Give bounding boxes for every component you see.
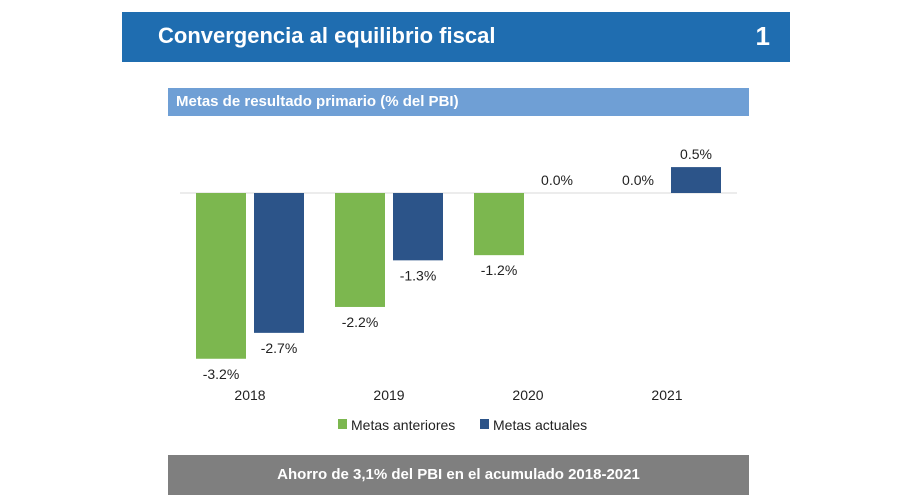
data-label: -1.2% [481, 262, 518, 278]
x-tick-label: 2019 [373, 387, 404, 403]
bar-metas-actuales-2018 [254, 193, 304, 333]
x-tick-label: 2018 [234, 387, 265, 403]
header-bar: Convergencia al equilibrio fiscal 1 [122, 12, 790, 62]
data-label: 0.0% [541, 172, 573, 188]
data-label: -3.2% [203, 366, 240, 382]
bar-metas-anteriores-2020 [474, 193, 524, 256]
bar-metas-anteriores-2019 [335, 193, 385, 307]
bar-metas-actuales-2021 [671, 167, 721, 193]
data-label: -2.7% [261, 340, 298, 356]
legend-swatch [338, 419, 347, 429]
bar-metas-anteriores-2018 [196, 193, 246, 359]
data-label: -1.3% [400, 267, 437, 283]
x-tick-label: 2021 [651, 387, 682, 403]
header-title: Convergencia al equilibrio fiscal [158, 23, 496, 48]
data-label: -2.2% [342, 314, 379, 330]
chart-title-bar: Metas de resultado primario (% del PBI) [168, 88, 749, 116]
bar-metas-actuales-2019 [393, 193, 443, 261]
x-tick-label: 2020 [512, 387, 543, 403]
data-label: 0.0% [622, 172, 654, 188]
legend-swatch [480, 419, 489, 429]
header-number: 1 [755, 21, 770, 51]
data-label: 0.5% [680, 146, 712, 162]
legend-label: Metas actuales [493, 417, 587, 433]
chart-title: Metas de resultado primario (% del PBI) [176, 93, 459, 110]
footer-bar: Ahorro de 3,1% del PBI en el acumulado 2… [168, 455, 749, 495]
legend-label: Metas anteriores [351, 417, 455, 433]
footer-text: Ahorro de 3,1% del PBI en el acumulado 2… [277, 466, 640, 483]
